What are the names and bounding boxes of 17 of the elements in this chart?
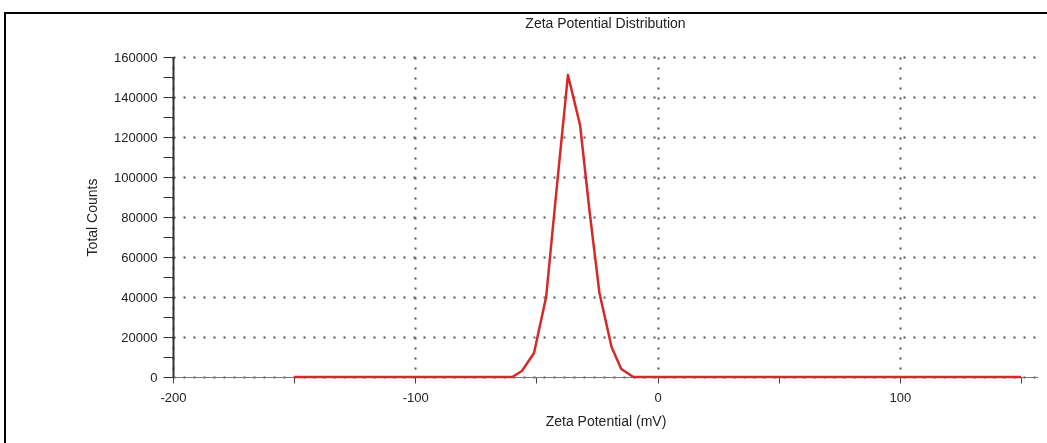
- y-tick-label: 160000: [114, 49, 158, 65]
- y-tick-label: 140000: [114, 89, 158, 105]
- x-tick-label: 0: [654, 389, 662, 405]
- x-tick-label: -200: [160, 389, 187, 405]
- x-tick-label: 100: [889, 389, 912, 405]
- y-tick-label: 80000: [121, 209, 158, 225]
- chart-title: Zeta Potential Distribution: [525, 15, 686, 31]
- x-axis-title: Zeta Potential (mV): [545, 412, 667, 429]
- y-tick-label: 120000: [114, 129, 158, 145]
- y-tick-label: 60000: [121, 249, 158, 265]
- y-tick-label: 40000: [121, 289, 158, 305]
- line-series: [292, 73, 1023, 379]
- x-tick-label: -100: [402, 389, 429, 405]
- y-axis-title: Total Counts: [84, 178, 101, 257]
- y-tick-label: 20000: [121, 329, 158, 345]
- y-tick-label: 0: [150, 369, 158, 385]
- y-tick-label: 100000: [114, 169, 158, 185]
